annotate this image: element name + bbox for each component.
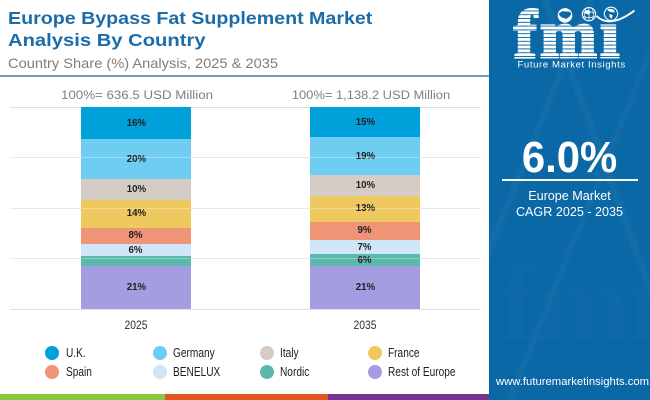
svg-text:Future Market Insights: Future Market Insights	[517, 60, 625, 71]
